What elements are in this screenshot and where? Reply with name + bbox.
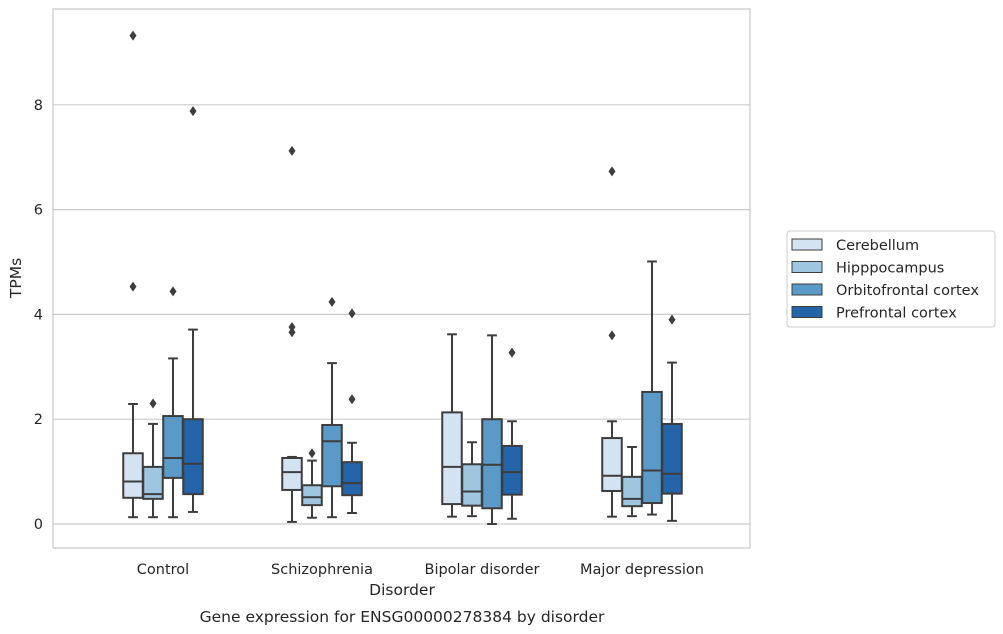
x-axis-title: Disorder: [369, 581, 435, 599]
y-tick-labels: 0 2 4 6 8: [34, 98, 43, 533]
plot-frame: [52, 8, 751, 549]
series-orbitofrontal-cortex: [162, 260, 663, 525]
legend-label: Orbitofrontal cortex: [836, 283, 979, 299]
box: [341, 461, 363, 497]
outlier-point: [608, 166, 616, 177]
outlier-point: [189, 106, 197, 117]
legend-swatch: [791, 261, 823, 273]
outlier-point: [288, 321, 296, 332]
legend-label: Hipppocampus: [836, 261, 944, 277]
box-series: [122, 30, 683, 525]
legend-swatch: [791, 238, 823, 251]
box: [641, 390, 663, 505]
x-tick-label: Control: [137, 562, 189, 578]
y-tick-label: 8: [34, 98, 43, 114]
outlier-point: [129, 30, 137, 41]
chart-caption: Gene expression for ENSG00000278384 by d…: [200, 608, 605, 626]
box: [281, 456, 303, 491]
box: [122, 452, 144, 499]
outlier-point: [129, 281, 137, 292]
y-tick-label: 0: [34, 517, 43, 533]
y-tick-label: 6: [34, 203, 43, 219]
legend-swatch: [791, 306, 823, 318]
legend-label: Prefrontal cortex: [836, 306, 957, 322]
box: [142, 465, 164, 500]
y-tick-label: 4: [34, 307, 43, 323]
legend-label: Cerebellum: [836, 238, 919, 254]
series-prefrontal-cortex: [182, 106, 683, 522]
outlier-point: [348, 308, 356, 319]
series-hipppocampus: [142, 398, 643, 519]
x-tick-label: Schizophrenia: [271, 562, 373, 578]
outlier-point: [308, 448, 316, 459]
box: [621, 475, 643, 508]
outlier-point: [149, 398, 157, 409]
box: [601, 437, 623, 492]
x-tick-label: Major depression: [580, 562, 704, 578]
y-axis-title: TPMs: [7, 258, 25, 299]
outlier-point: [328, 296, 336, 307]
legend-frame: [786, 230, 996, 328]
box: [501, 444, 523, 496]
outlier-point: [288, 145, 296, 156]
box: [661, 422, 683, 495]
y-tick-label: 2: [34, 412, 43, 428]
outlier-point: [169, 286, 177, 297]
box: [321, 423, 343, 488]
box: [441, 411, 463, 506]
outlier-point: [348, 394, 356, 405]
legend: Cerebellum Hipppocampus Orbitofrontal cort…: [786, 230, 996, 328]
box: [461, 463, 483, 507]
outlier-point: [288, 327, 296, 338]
x-tick-labels: Control Schizophrenia Bipolar disorder Majo…: [137, 562, 704, 578]
outlier-point: [508, 347, 516, 358]
legend-swatch: [791, 283, 823, 296]
outlier-point: [608, 330, 616, 341]
box: [182, 418, 204, 496]
box: [481, 418, 503, 510]
outlier-point: [668, 314, 676, 325]
box: [301, 484, 323, 507]
x-tick-label: Bipolar disorder: [425, 562, 540, 578]
box: [162, 415, 184, 479]
